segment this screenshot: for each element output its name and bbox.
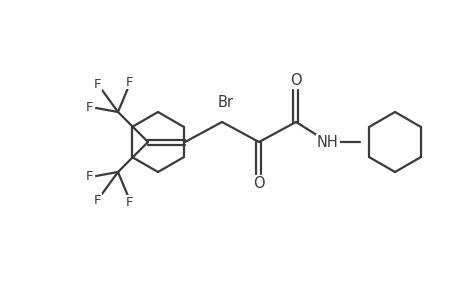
Text: F: F (86, 100, 94, 113)
Text: F: F (94, 77, 101, 91)
Text: NH: NH (316, 134, 338, 149)
Text: O: O (252, 176, 264, 191)
Text: F: F (126, 76, 134, 88)
Text: F: F (126, 196, 134, 208)
Text: F: F (86, 170, 94, 184)
Text: Br: Br (218, 94, 234, 110)
Text: O: O (290, 73, 301, 88)
Text: F: F (94, 194, 101, 206)
